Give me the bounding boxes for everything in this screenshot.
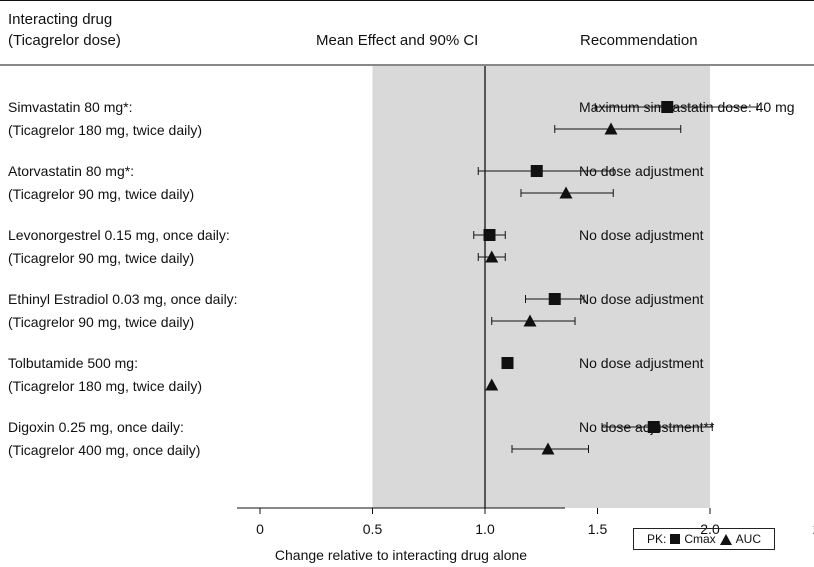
row-drug-label: Atorvastatin 80 mg*:: [8, 163, 134, 179]
row-recommendation: No dose adjustment: [579, 291, 704, 307]
legend-prefix: PK:: [646, 532, 667, 546]
chart-marks: [473, 101, 758, 455]
cmax-square-marker: [548, 293, 561, 305]
row-drug-label: Digoxin 0.25 mg, once daily:: [8, 419, 184, 435]
legend-auc-triangle-icon: [719, 533, 732, 545]
row-dose-label: (Ticagrelor 90 mg, twice daily): [8, 314, 194, 330]
x-axis-ticks: 0 0.5 1.0 1.5 2.0 2.5: [256, 508, 814, 537]
row-recommendation: No dose adjustment: [579, 355, 704, 371]
row-dose-label: (Ticagrelor 90 mg, twice daily): [8, 186, 194, 202]
x-tick-label: 0: [256, 521, 264, 537]
header-recommendation: Recommendation: [580, 32, 698, 49]
header-mean-effect: Mean Effect and 90% CI: [316, 32, 478, 49]
auc-triangle-marker: [523, 314, 537, 327]
row-dose-label: (Ticagrelor 180 mg, twice daily): [8, 122, 202, 138]
drug-rows: Simvastatin 80 mg*: (Ticagrelor 180 mg, t…: [8, 99, 795, 458]
x-tick-label: 1.0: [475, 521, 495, 537]
cmax-square-marker: [501, 357, 514, 369]
reference-range-band: [372, 66, 710, 508]
legend: PK: Cmax AUC: [633, 528, 775, 550]
row-dose-label: (Ticagrelor 400 mg, once daily): [8, 442, 200, 458]
row-dose-label: (Ticagrelor 180 mg, twice daily): [8, 378, 202, 394]
legend-auc-label: AUC: [735, 532, 762, 546]
row-dose-label: (Ticagrelor 90 mg, twice daily): [8, 250, 194, 266]
row-drug-label: Ethinyl Estradiol 0.03 mg, once daily:: [8, 291, 238, 307]
legend-cmax-square-icon: [670, 534, 681, 544]
header-interacting-drug: Interacting drug: [8, 11, 112, 28]
x-axis-label: Change relative to interacting drug alon…: [275, 547, 527, 563]
auc-triangle-marker: [541, 442, 555, 455]
row-recommendation: No dose adjustment: [579, 163, 704, 179]
auc-triangle-marker: [604, 122, 618, 135]
legend-cmax-label: Cmax: [684, 532, 716, 546]
x-tick-label: 1.5: [588, 521, 608, 537]
cmax-square-marker: [661, 101, 674, 113]
cmax-square-marker: [530, 165, 543, 177]
auc-triangle-marker: [559, 186, 573, 199]
row-recommendation: No dose adjustment: [579, 227, 704, 243]
cmax-square-marker: [483, 229, 496, 241]
row-drug-label: Tolbutamide 500 mg:: [8, 355, 138, 371]
cmax-square-marker: [647, 421, 660, 433]
auc-triangle-marker: [485, 378, 499, 391]
x-tick-label: 2.0: [700, 521, 720, 537]
x-tick-label: 2.5: [813, 521, 814, 537]
row-drug-label: Simvastatin 80 mg*:: [8, 99, 133, 115]
header-ticagrelor-dose: (Ticagrelor dose): [8, 32, 121, 49]
auc-triangle-marker: [485, 250, 499, 263]
row-drug-label: Levonorgestrel 0.15 mg, once daily:: [8, 227, 230, 243]
x-tick-label: 0.5: [363, 521, 383, 537]
